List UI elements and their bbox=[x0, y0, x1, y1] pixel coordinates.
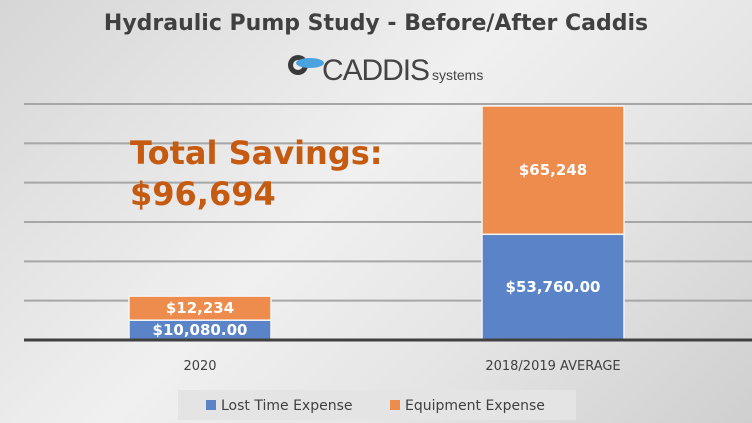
logo-systems: systems bbox=[432, 67, 483, 83]
bar-lost-time-1 bbox=[481, 233, 625, 341]
x-tick-2020: 2020 bbox=[183, 359, 216, 374]
dragonfly-icon bbox=[296, 58, 324, 68]
legend-swatch-equipment bbox=[390, 400, 400, 410]
data-label: $65,248 bbox=[519, 161, 587, 179]
bar-equipment-1 bbox=[481, 105, 625, 236]
chart-title: Hydraulic Pump Study - Before/After Cadd… bbox=[104, 11, 648, 36]
data-label: $12,234 bbox=[166, 299, 234, 317]
legend-swatch-lost-time bbox=[206, 400, 216, 410]
legend-lost-time: Lost Time Expense bbox=[221, 398, 352, 414]
savings-label: Total Savings: bbox=[130, 134, 383, 172]
x-tick-average: 2018/2019 AVERAGE bbox=[485, 359, 620, 374]
logo-caddis: CADDIS bbox=[322, 54, 430, 87]
savings-value: $96,694 bbox=[130, 175, 276, 213]
legend-equipment: Equipment Expense bbox=[405, 398, 545, 414]
bar-equipment-0 bbox=[128, 295, 272, 321]
data-label: $10,080.00 bbox=[153, 321, 248, 339]
data-label: $53,760.00 bbox=[506, 278, 601, 296]
legend bbox=[178, 390, 576, 420]
caddis-logo: CADDIS systems bbox=[288, 54, 483, 87]
